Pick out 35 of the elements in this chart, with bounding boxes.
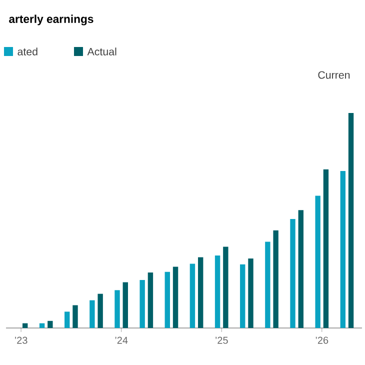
bar (148, 272, 154, 328)
text: Curren (318, 71, 350, 79)
bar (340, 171, 346, 328)
bar (290, 219, 296, 328)
bar (39, 323, 45, 328)
bar (273, 230, 278, 328)
bar (248, 258, 254, 328)
bar (22, 323, 28, 328)
legend-label: ated (18, 48, 38, 56)
x-tick-label: ’23 (14, 336, 28, 344)
bar (198, 257, 204, 328)
bar (98, 294, 103, 328)
bar (90, 300, 95, 328)
bar (114, 290, 120, 328)
bar (298, 210, 304, 328)
bar (214, 256, 220, 328)
x-tick-label: ’26 (316, 336, 328, 344)
bar (240, 264, 246, 328)
bar (190, 264, 196, 328)
bar (72, 305, 78, 328)
x-tick-label: ’25 (216, 336, 228, 344)
bar (223, 246, 228, 328)
bar (323, 169, 329, 328)
legend-label: Actual (87, 48, 116, 56)
bar (48, 320, 53, 328)
bar (164, 272, 170, 328)
bar (315, 196, 320, 328)
bar (140, 280, 145, 328)
x-tick-label: ’24 (115, 336, 128, 344)
bar (64, 312, 70, 328)
chart-title: arterly earnings (9, 14, 94, 26)
bar (265, 242, 270, 328)
bar (122, 282, 128, 328)
bar (348, 113, 354, 328)
bar (172, 266, 178, 328)
